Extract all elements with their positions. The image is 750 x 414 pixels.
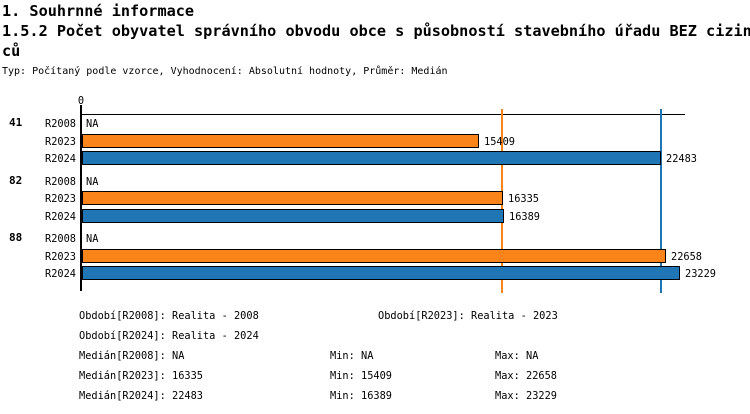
series-label: R2008	[45, 233, 76, 245]
indicator-subtitle: 1.5.2 Počet obyvatel správního obvodu ob…	[2, 22, 750, 60]
series-label: R2008	[45, 118, 76, 130]
bar-r2024	[82, 151, 661, 165]
stat-max-r2008: Max: NA	[495, 350, 539, 362]
series-label: R2024	[45, 268, 76, 280]
median-reference-line-r2024	[659, 109, 662, 293]
series-label: R2008	[45, 175, 76, 188]
bar-value-label: 16335	[508, 193, 539, 205]
stat-max-r2024: Max: 23229	[495, 390, 557, 402]
bar-value-label: 16389	[509, 210, 540, 223]
group-label: 88	[9, 231, 23, 244]
series-label: R2024	[45, 153, 76, 165]
na-value-label: NA	[86, 118, 99, 130]
bar-r2024	[82, 266, 680, 280]
bar-r2023	[82, 191, 503, 205]
y-axis-line	[80, 105, 82, 291]
group-label: 82	[9, 173, 23, 187]
bar-value-label: 23229	[685, 268, 716, 280]
legend-period-r2023: Období[R2023]: Realita - 2023	[378, 310, 558, 322]
x-axis-line	[80, 114, 685, 115]
stat-min-r2023: Min: 15409	[330, 370, 392, 382]
stat-min-r2024: Min: 16389	[330, 390, 392, 402]
legend-period-r2024: Období[R2024]: Realita - 2024	[79, 330, 259, 342]
bar-value-label: 22483	[666, 153, 697, 165]
bar-r2023	[82, 248, 666, 263]
series-label: R2023	[45, 135, 76, 148]
bar-r2024	[82, 208, 504, 223]
bar-r2023	[82, 133, 479, 148]
series-label: R2023	[45, 250, 76, 263]
legend-period-r2008: Období[R2008]: Realita - 2008	[79, 310, 259, 322]
stat-median-r2008: Medián[R2008]: NA	[79, 350, 185, 362]
na-value-label: NA	[86, 233, 99, 245]
page-title: 1. Souhrnné informace	[2, 2, 195, 20]
group-label: 41	[9, 116, 23, 129]
series-label: R2024	[45, 210, 76, 223]
na-value-label: NA	[86, 175, 99, 188]
bar-value-label: 15409	[484, 135, 515, 148]
indicator-meta: Typ: Počítaný podle vzorce, Vyhodnocení:…	[2, 66, 448, 77]
stat-max-r2023: Max: 22658	[495, 370, 557, 382]
bar-value-label: 22658	[671, 250, 702, 263]
x-axis-origin-tick-label: 0	[77, 95, 85, 107]
stat-median-r2023: Medián[R2023]: 16335	[79, 370, 203, 382]
stat-median-r2024: Medián[R2024]: 22483	[79, 390, 203, 402]
stat-min-r2008: Min: NA	[330, 350, 374, 362]
series-label: R2023	[45, 193, 76, 205]
